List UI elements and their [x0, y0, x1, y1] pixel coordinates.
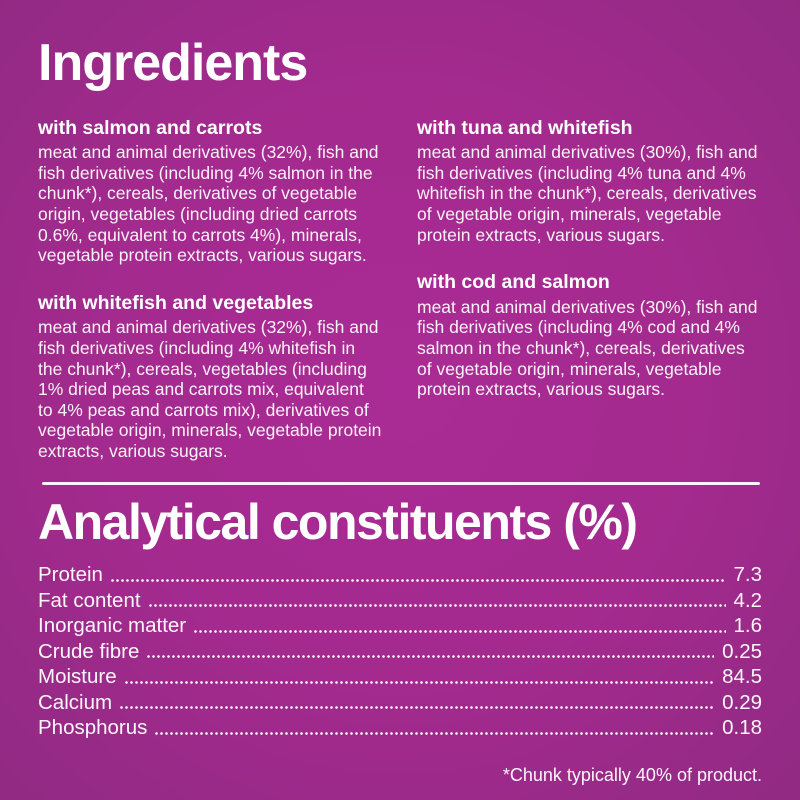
analytical-table: Protein 7.3 Fat content 4.2 Inorganic ma… [38, 562, 762, 741]
ingredient-block-tuna-whitefish: with tuna and whitefish meat and animal … [417, 117, 762, 246]
table-row-inorganic-matter: Inorganic matter 1.6 [38, 613, 762, 639]
ingredient-block-cod-salmon: with cod and salmon meat and animal deri… [417, 271, 762, 400]
dot-leader [110, 578, 726, 582]
row-value: 0.29 [722, 690, 762, 714]
dot-leader [148, 604, 726, 608]
dot-leader [147, 655, 715, 659]
chunk-footnote: *Chunk typically 40% of product. [502, 764, 762, 785]
table-row-calcium: Calcium 0.29 [38, 690, 762, 716]
row-value: 0.18 [722, 716, 762, 740]
ingredients-columns: with salmon and carrots meat and animal … [38, 117, 762, 462]
row-value: 0.25 [722, 639, 762, 663]
variant-heading: with cod and salmon [417, 271, 610, 294]
row-label: Moisture [38, 665, 117, 689]
dot-leader [124, 680, 715, 684]
table-row-fat-content: Fat content 4.2 [38, 588, 762, 614]
ingredients-column-right: with tuna and whitefish meat and animal … [417, 117, 762, 462]
table-row-moisture: Moisture 84.5 [38, 664, 762, 690]
row-value: 7.3 [733, 563, 763, 587]
table-row-protein: Protein 7.3 [38, 562, 762, 588]
dot-leader [194, 629, 726, 633]
row-label: Phosphorus [38, 716, 148, 740]
table-row-crude-fibre: Crude fibre 0.25 [38, 639, 762, 665]
variant-heading: with salmon and carrots [38, 116, 263, 139]
row-label: Crude fibre [38, 639, 140, 663]
variant-heading: with whitefish and vegetables [38, 291, 314, 314]
analytical-title: Analytical constituents (%) [38, 493, 638, 550]
row-label: Inorganic matter [38, 614, 187, 638]
ingredient-list: meat and animal derivatives (30%), fish … [417, 142, 758, 245]
ingredient-block-whitefish-vegetables: with whitefish and vegetables meat and a… [38, 292, 383, 462]
ingredient-block-salmon-carrots: with salmon and carrots meat and animal … [38, 117, 383, 266]
row-value: 1.6 [733, 614, 763, 638]
ingredient-list: meat and animal derivatives (30%), fish … [417, 296, 758, 400]
ingredient-list: meat and animal derivatives (32%), fish … [38, 142, 379, 266]
ingredients-column-left: with salmon and carrots meat and animal … [38, 117, 383, 462]
row-value: 4.2 [733, 588, 763, 612]
row-value: 84.5 [722, 665, 762, 689]
section-divider [42, 481, 760, 485]
row-label: Protein [38, 563, 103, 587]
row-label: Fat content [38, 588, 141, 612]
row-label: Calcium [38, 690, 113, 714]
dot-leader [120, 706, 715, 710]
ingredient-list: meat and animal derivatives (32%), fish … [38, 317, 382, 462]
ingredients-title: Ingredients [38, 34, 308, 92]
variant-heading: with tuna and whitefish [417, 116, 633, 139]
dot-leader [155, 731, 715, 735]
table-row-phosphorus: Phosphorus 0.18 [38, 715, 762, 741]
